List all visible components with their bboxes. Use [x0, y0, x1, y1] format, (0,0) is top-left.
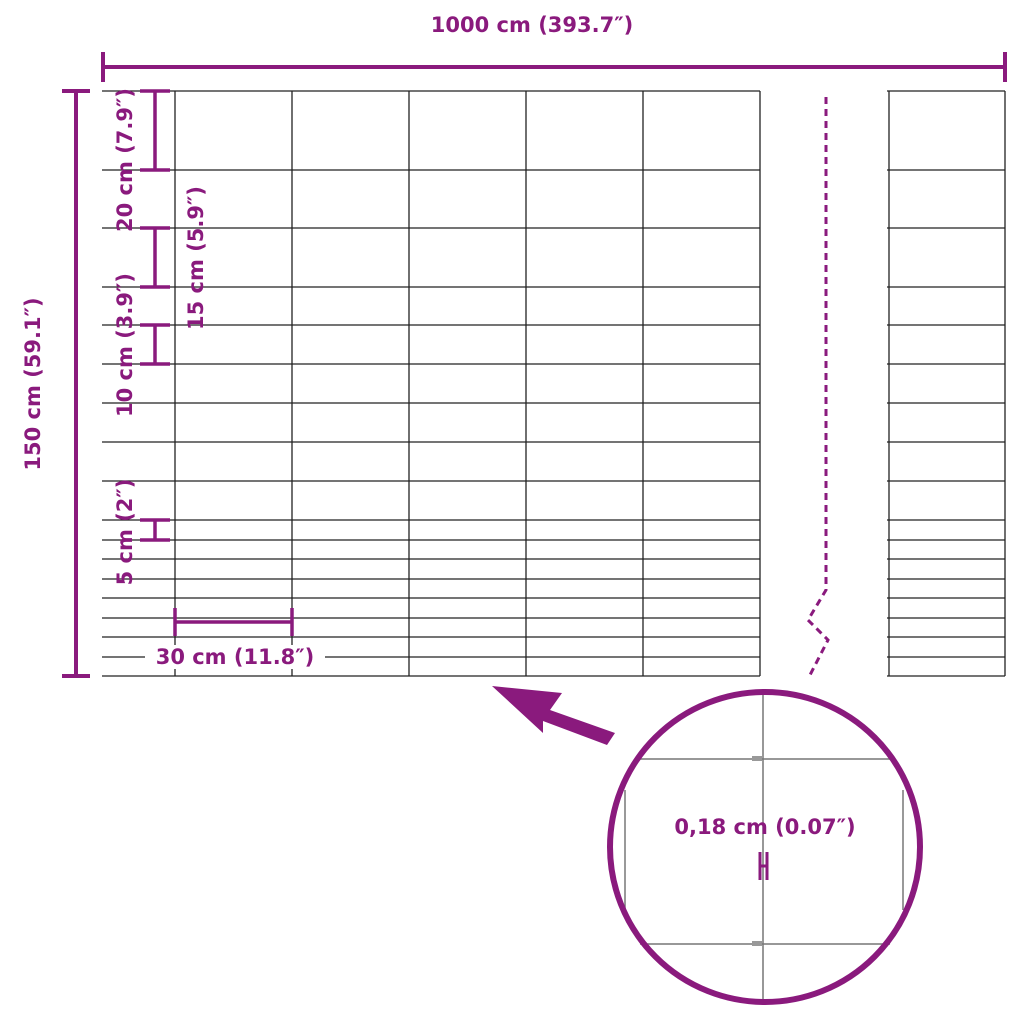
height-dimension [62, 89, 90, 678]
wire-thickness-label: 0,18 cm (0.07″) [674, 815, 855, 839]
height-label: 150 cm (59.1″) [21, 297, 45, 470]
length-dimension [101, 52, 1007, 82]
spacing-20-label: 20 cm (7.9″) [113, 88, 137, 232]
spacing-15-label: 15 cm (5.9″) [184, 186, 208, 330]
length-label: 1000 cm (393.7″) [431, 13, 633, 37]
post-spacing-label: 30 cm (11.8″) [156, 645, 315, 669]
zoom-detail: 0,18 cm (0.07″) [607, 689, 923, 1005]
fence-wire-grid [102, 90, 1006, 677]
arrow-icon [492, 686, 615, 745]
spacing-brackets [140, 89, 294, 636]
break-line [806, 97, 830, 676]
spacing-10-label: 10 cm (3.9″) [113, 273, 137, 417]
spacing-5-label: 5 cm (2″) [113, 479, 137, 586]
